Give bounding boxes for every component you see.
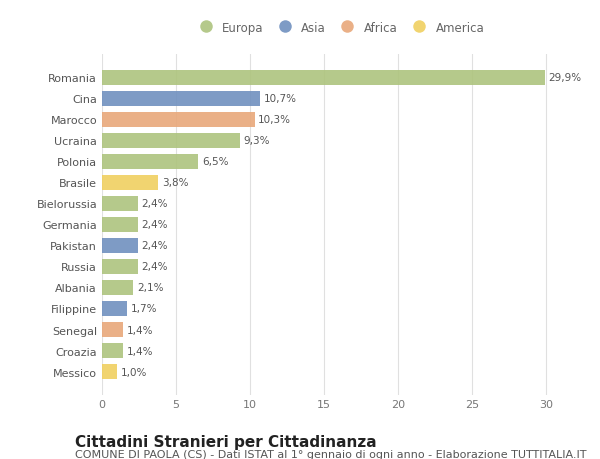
Text: 2,1%: 2,1% bbox=[137, 283, 163, 293]
Text: 9,3%: 9,3% bbox=[244, 136, 270, 146]
Text: 1,4%: 1,4% bbox=[127, 325, 153, 335]
Text: 1,4%: 1,4% bbox=[127, 346, 153, 356]
Text: 2,4%: 2,4% bbox=[141, 262, 168, 272]
Bar bbox=[102, 112, 254, 128]
Text: 3,8%: 3,8% bbox=[162, 178, 188, 188]
Bar bbox=[102, 175, 158, 190]
Text: 1,0%: 1,0% bbox=[121, 367, 147, 377]
Text: 6,5%: 6,5% bbox=[202, 157, 229, 167]
Text: 10,7%: 10,7% bbox=[264, 94, 297, 104]
Text: 1,7%: 1,7% bbox=[131, 304, 157, 314]
Bar bbox=[102, 218, 137, 232]
Bar bbox=[102, 364, 117, 379]
Bar bbox=[102, 280, 133, 296]
Bar bbox=[102, 196, 137, 212]
Bar bbox=[102, 71, 545, 86]
Bar bbox=[102, 301, 127, 316]
Bar bbox=[102, 238, 137, 253]
Text: 2,4%: 2,4% bbox=[141, 241, 168, 251]
Bar bbox=[102, 259, 137, 274]
Text: 2,4%: 2,4% bbox=[141, 199, 168, 209]
Bar bbox=[102, 322, 123, 337]
Text: 10,3%: 10,3% bbox=[258, 115, 291, 125]
Text: 29,9%: 29,9% bbox=[548, 73, 582, 83]
Text: COMUNE DI PAOLA (CS) - Dati ISTAT al 1° gennaio di ogni anno - Elaborazione TUTT: COMUNE DI PAOLA (CS) - Dati ISTAT al 1° … bbox=[75, 449, 587, 459]
Bar bbox=[102, 343, 123, 358]
Bar bbox=[102, 134, 240, 149]
Text: Cittadini Stranieri per Cittadinanza: Cittadini Stranieri per Cittadinanza bbox=[75, 434, 377, 449]
Bar bbox=[102, 154, 198, 169]
Legend: Europa, Asia, Africa, America: Europa, Asia, Africa, America bbox=[189, 17, 489, 39]
Bar bbox=[102, 91, 260, 106]
Text: 2,4%: 2,4% bbox=[141, 220, 168, 230]
